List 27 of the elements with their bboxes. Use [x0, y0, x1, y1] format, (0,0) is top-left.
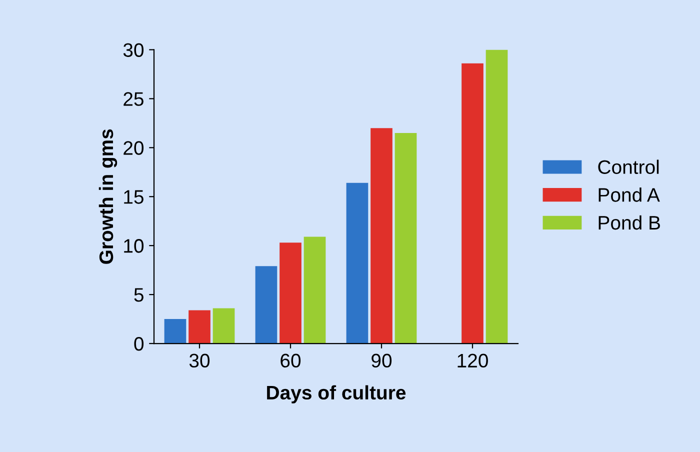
bar	[164, 319, 186, 344]
x-tick-label: 90	[372, 354, 392, 368]
bar	[486, 50, 508, 344]
legend-label: Pond A	[598, 188, 660, 202]
x-axis-title: Days of culture	[267, 385, 406, 404]
y-tick-label: 20	[124, 141, 144, 155]
y-tick-label: 5	[134, 288, 144, 302]
y-tick-label: 15	[124, 190, 144, 204]
bar	[188, 310, 210, 344]
bar	[370, 128, 392, 344]
y-tick-label: 30	[123, 43, 144, 57]
bar	[304, 236, 326, 344]
legend-label: Pond B	[598, 215, 660, 230]
x-tick-label: 120	[458, 354, 488, 368]
bar	[212, 308, 235, 344]
bar	[280, 242, 302, 344]
bar	[346, 182, 368, 344]
y-tick-label: 0	[134, 336, 144, 351]
bar	[255, 266, 278, 344]
y-tick-label: 10	[124, 239, 144, 253]
x-tick-label: 60	[280, 354, 301, 368]
y-axis-title: Growth in gms	[98, 129, 118, 264]
legend-label: Control	[598, 160, 659, 174]
x-tick-label: 30	[189, 354, 210, 368]
bar	[394, 132, 417, 344]
y-tick-label: 25	[124, 92, 144, 106]
bar	[462, 63, 484, 344]
